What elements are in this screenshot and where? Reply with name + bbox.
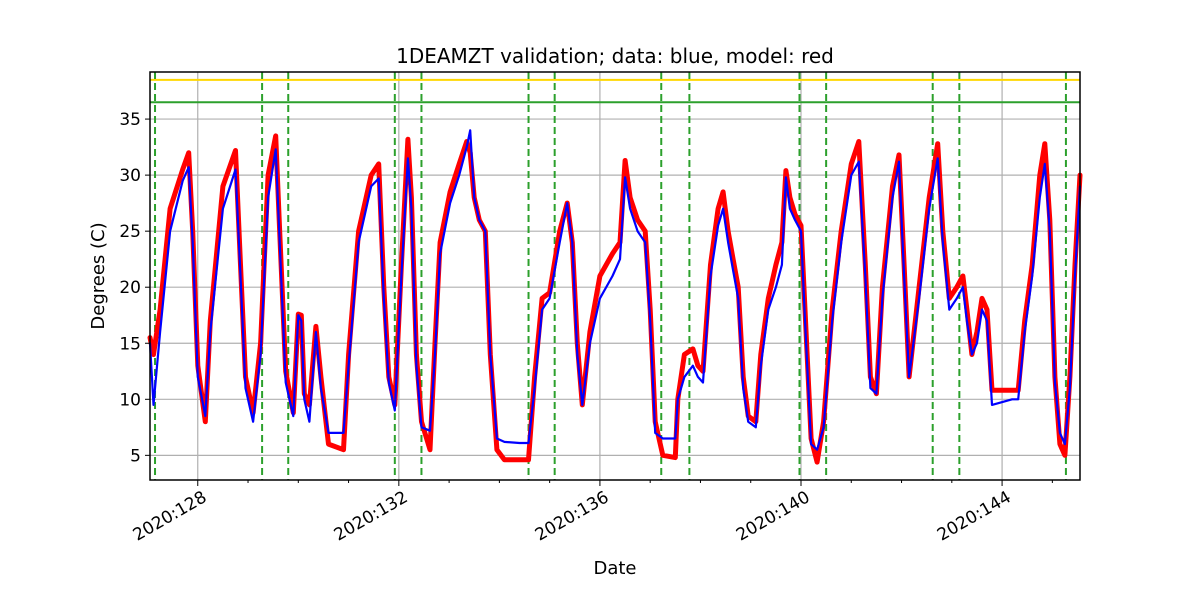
y-tick-label: 25 <box>119 222 141 242</box>
y-tick-label: 30 <box>119 166 141 186</box>
axes-frame <box>149 71 1081 481</box>
series-line-2 <box>148 129 1082 451</box>
y-tick-label: 20 <box>119 278 141 298</box>
series-layer <box>147 129 1083 465</box>
y-tick-label: 5 <box>130 446 141 466</box>
y-axis-label: Degrees (C) <box>88 222 109 329</box>
y-tick-label: 10 <box>119 390 141 410</box>
limit-lines <box>150 78 1080 104</box>
x-axis-label: Date <box>593 558 636 579</box>
y-axis: 5 10 15 20 25 30 35 <box>119 110 150 466</box>
chart-title: 1DEAMZT validation; data: blue, model: r… <box>396 44 834 68</box>
y-tick-label: 35 <box>119 110 141 130</box>
y-tick-label: 15 <box>119 334 141 354</box>
plot-area <box>147 71 1083 481</box>
